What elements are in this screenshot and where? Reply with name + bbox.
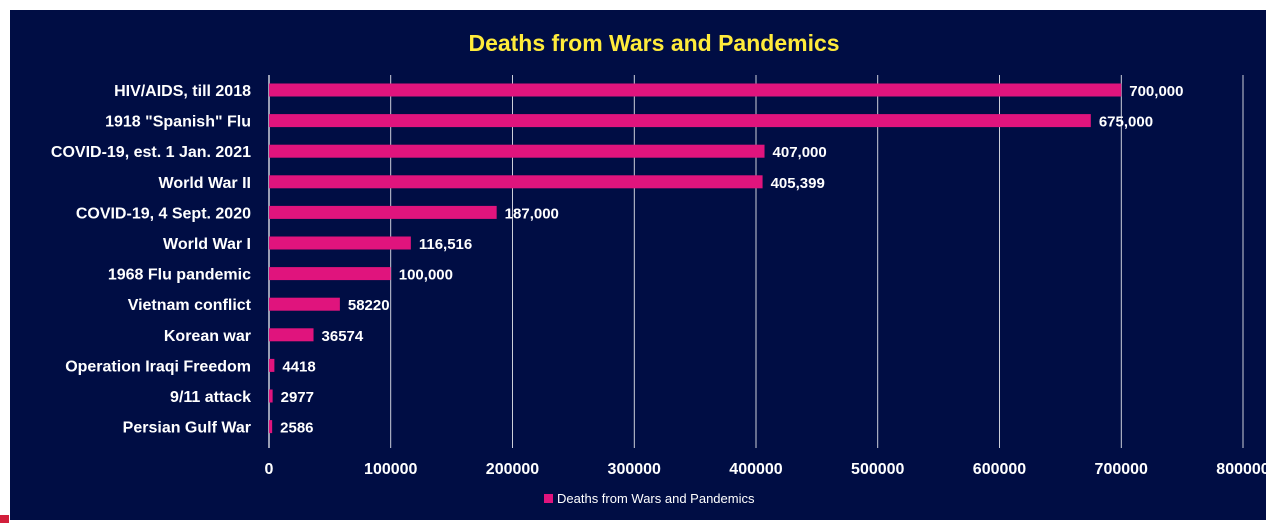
x-tick-label: 300000 <box>608 461 661 478</box>
bar <box>269 114 1091 128</box>
bar <box>269 236 411 250</box>
category-label: COVID-19, 4 Sept. 2020 <box>76 205 251 222</box>
category-label: Persian Gulf War <box>123 420 251 437</box>
category-label: 1918 "Spanish" Flu <box>105 114 251 131</box>
category-label: World War I <box>163 236 251 253</box>
bar <box>269 389 273 403</box>
value-label: 187,000 <box>505 205 559 222</box>
bar <box>269 83 1122 97</box>
category-label: Vietnam conflict <box>128 297 252 314</box>
category-labels: HIV/AIDS, till 2018 1918 "Spanish" Flu COV… <box>51 83 252 437</box>
value-label: 2977 <box>281 389 314 406</box>
x-tick-label: 800000 <box>1216 461 1266 478</box>
category-label: Korean war <box>164 328 251 345</box>
bar <box>269 144 765 158</box>
bar <box>269 297 340 311</box>
x-tick-label: 500000 <box>851 461 904 478</box>
chart-title: Deaths from Wars and Pandemics <box>468 30 839 56</box>
bar <box>269 420 273 434</box>
value-label: 4418 <box>282 358 315 375</box>
value-labels: 700,000 675,000 407,000 405,399 187,000 116,5… <box>280 83 1183 437</box>
category-label: 9/11 attack <box>170 389 251 406</box>
x-tick-label: 400000 <box>729 461 782 478</box>
value-label: 675,000 <box>1099 114 1153 131</box>
value-label: 407,000 <box>773 144 827 161</box>
legend-label: Deaths from Wars and Pandemics <box>557 491 755 506</box>
value-label: 116,516 <box>419 236 472 253</box>
bar <box>269 267 391 281</box>
legend-swatch <box>544 494 553 503</box>
category-label: HIV/AIDS, till 2018 <box>114 83 251 100</box>
value-label: 2586 <box>280 420 313 437</box>
corner-mark <box>0 515 9 523</box>
chart-panel: Deaths from Wars and Pandemics HIV/AIDS,… <box>10 10 1270 520</box>
x-tick-label: 600000 <box>973 461 1026 478</box>
bars <box>269 83 1122 434</box>
x-tick-label: 200000 <box>486 461 539 478</box>
category-label: World War II <box>159 175 251 192</box>
value-label: 405,399 <box>771 175 825 192</box>
x-axis-tick-labels: 0 100000 200000 300000 400000 500000 600000 700… <box>265 461 1270 478</box>
category-label: 1968 Flu pandemic <box>108 267 251 284</box>
category-label: Operation Iraqi Freedom <box>65 358 251 375</box>
gridlines <box>268 75 1244 448</box>
x-tick-label: 100000 <box>364 461 417 478</box>
value-label: 58220 <box>348 297 390 314</box>
bar <box>269 175 763 189</box>
bar <box>269 205 497 219</box>
x-tick-label: 700000 <box>1095 461 1148 478</box>
value-label: 36574 <box>322 328 364 345</box>
bar <box>269 358 275 372</box>
bar-chart: Deaths from Wars and Pandemics HIV/AIDS,… <box>51 30 1270 506</box>
value-label: 700,000 <box>1129 83 1183 100</box>
bar <box>269 328 314 342</box>
category-label: COVID-19, est. 1 Jan. 2021 <box>51 144 251 161</box>
value-label: 100,000 <box>399 267 453 284</box>
x-tick-label: 0 <box>265 461 274 478</box>
legend: Deaths from Wars and Pandemics <box>544 491 755 506</box>
